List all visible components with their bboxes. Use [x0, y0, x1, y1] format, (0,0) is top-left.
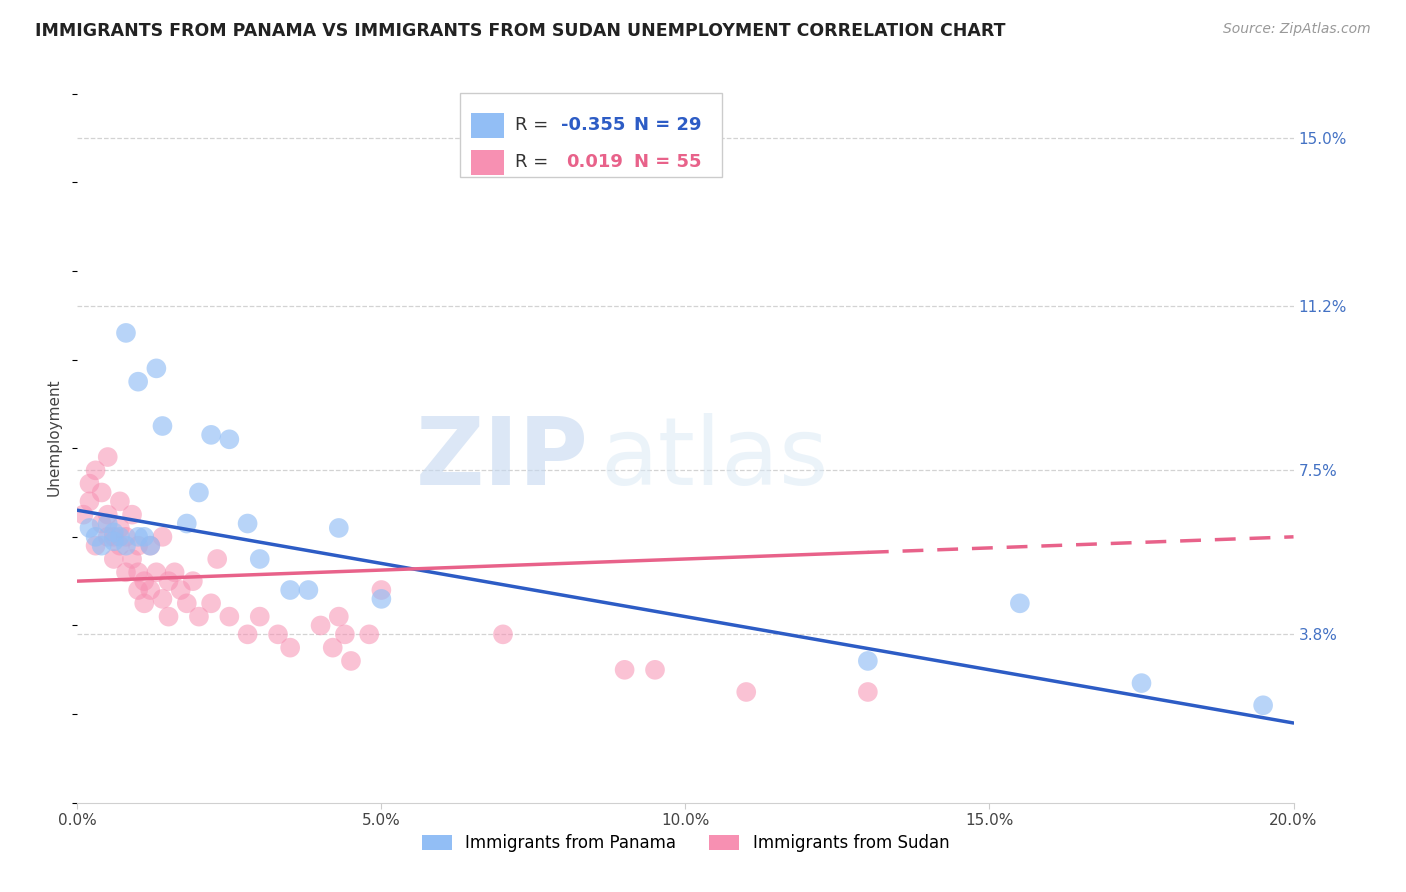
- Point: [97, 516, 120, 531]
- Y-axis label: Unemployment: Unemployment: [46, 378, 62, 496]
- Point: [157, 609, 180, 624]
- FancyBboxPatch shape: [460, 94, 721, 178]
- Point: [139, 539, 162, 553]
- Point: [309, 618, 332, 632]
- Point: [163, 566, 186, 580]
- Point: [103, 525, 125, 540]
- Point: [218, 609, 240, 624]
- Point: [152, 530, 174, 544]
- Point: [181, 574, 204, 589]
- Text: ZIP: ZIP: [415, 413, 588, 505]
- Point: [127, 375, 149, 389]
- Point: [127, 566, 149, 580]
- Point: [236, 627, 259, 641]
- Point: [108, 521, 131, 535]
- Point: [97, 508, 120, 522]
- Point: [249, 609, 271, 624]
- Point: [115, 326, 138, 340]
- Text: atlas: atlas: [600, 413, 828, 505]
- Point: [97, 530, 120, 544]
- Point: [84, 539, 107, 553]
- Point: [134, 574, 156, 589]
- FancyBboxPatch shape: [471, 150, 505, 175]
- Point: [145, 566, 167, 580]
- Point: [644, 663, 666, 677]
- Point: [333, 627, 356, 641]
- Point: [90, 516, 112, 531]
- Text: Source: ZipAtlas.com: Source: ZipAtlas.com: [1223, 22, 1371, 37]
- Text: IMMIGRANTS FROM PANAMA VS IMMIGRANTS FROM SUDAN UNEMPLOYMENT CORRELATION CHART: IMMIGRANTS FROM PANAMA VS IMMIGRANTS FRO…: [35, 22, 1005, 40]
- Point: [115, 539, 138, 553]
- Point: [103, 530, 125, 544]
- Point: [1251, 698, 1274, 713]
- Point: [236, 516, 259, 531]
- Text: N = 29: N = 29: [634, 116, 702, 135]
- Point: [735, 685, 758, 699]
- Text: 0.019: 0.019: [567, 153, 623, 171]
- Point: [856, 654, 879, 668]
- Point: [121, 508, 143, 522]
- Point: [328, 609, 350, 624]
- FancyBboxPatch shape: [471, 112, 505, 137]
- Point: [370, 591, 392, 606]
- Point: [115, 566, 138, 580]
- Point: [267, 627, 290, 641]
- Point: [115, 530, 138, 544]
- Text: R =: R =: [515, 116, 554, 135]
- Point: [297, 582, 319, 597]
- Point: [205, 552, 228, 566]
- Point: [278, 640, 301, 655]
- Point: [340, 654, 363, 668]
- Point: [200, 428, 222, 442]
- Point: [97, 450, 120, 464]
- Point: [90, 539, 112, 553]
- Point: [176, 516, 198, 531]
- Text: N = 55: N = 55: [634, 153, 702, 171]
- Point: [84, 463, 107, 477]
- Point: [152, 591, 174, 606]
- Point: [72, 508, 94, 522]
- Point: [108, 539, 131, 553]
- Point: [139, 539, 162, 553]
- Point: [613, 663, 636, 677]
- Point: [359, 627, 381, 641]
- Point: [322, 640, 344, 655]
- Point: [152, 419, 174, 434]
- Point: [328, 521, 350, 535]
- Point: [145, 361, 167, 376]
- Point: [188, 609, 211, 624]
- Point: [103, 534, 125, 549]
- Point: [103, 552, 125, 566]
- Point: [134, 530, 156, 544]
- Point: [79, 521, 101, 535]
- Point: [139, 582, 162, 597]
- Point: [1130, 676, 1153, 690]
- Point: [370, 582, 392, 597]
- Point: [1008, 596, 1031, 610]
- Point: [90, 485, 112, 500]
- Point: [108, 530, 131, 544]
- Point: [121, 552, 143, 566]
- Point: [79, 494, 101, 508]
- Point: [218, 432, 240, 446]
- Text: -0.355: -0.355: [561, 116, 626, 135]
- Point: [134, 596, 156, 610]
- Point: [108, 494, 131, 508]
- Point: [492, 627, 515, 641]
- Point: [170, 582, 193, 597]
- Point: [188, 485, 211, 500]
- Point: [127, 530, 149, 544]
- Point: [79, 476, 101, 491]
- Legend: Immigrants from Panama, Immigrants from Sudan: Immigrants from Panama, Immigrants from …: [413, 826, 957, 860]
- Text: R =: R =: [515, 153, 560, 171]
- Point: [157, 574, 180, 589]
- Point: [200, 596, 222, 610]
- Point: [856, 685, 879, 699]
- Point: [127, 582, 149, 597]
- Point: [278, 582, 301, 597]
- Point: [127, 539, 149, 553]
- Point: [176, 596, 198, 610]
- Point: [249, 552, 271, 566]
- Point: [84, 530, 107, 544]
